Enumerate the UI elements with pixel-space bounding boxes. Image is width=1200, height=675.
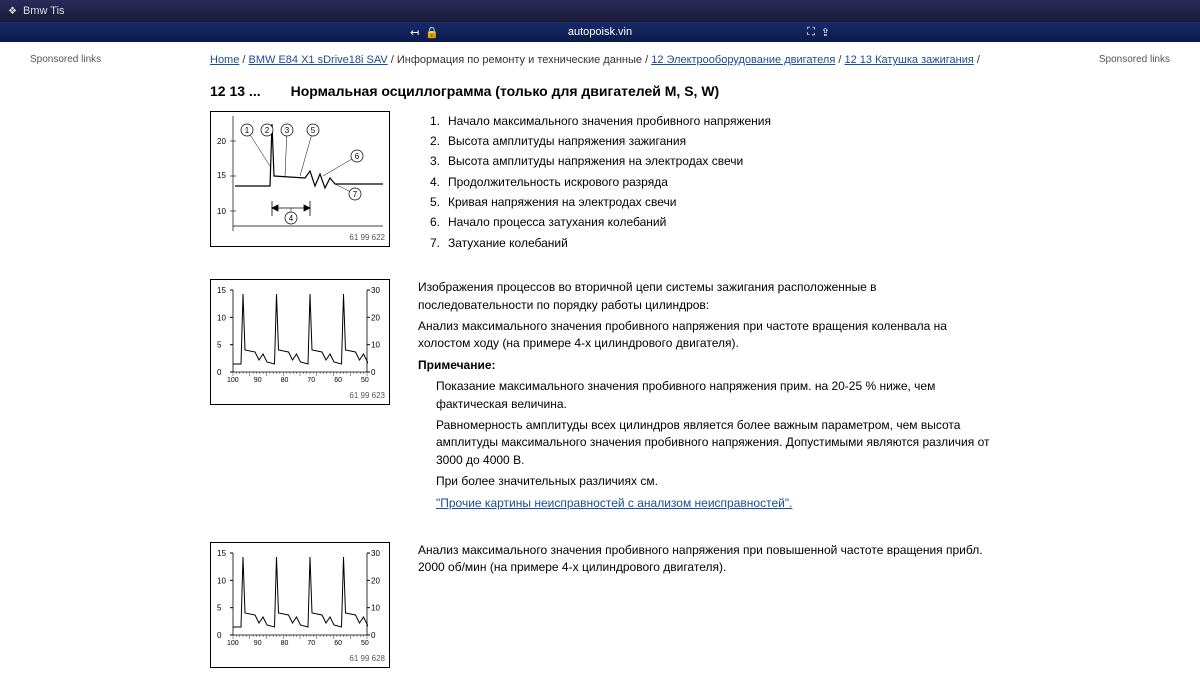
diagram-2000rpm-parade: 15105030201001009080706050 61 99 628 [210, 542, 390, 668]
section2-text: Изображения процессов во вторичной цепи … [418, 279, 990, 516]
yl-10: 10 [217, 314, 226, 323]
yr-10: 10 [371, 604, 380, 613]
callout-2: 2 [265, 126, 270, 135]
yr-20: 20 [371, 314, 380, 323]
yr-20: 20 [371, 576, 380, 585]
breadcrumb-sep: / [239, 54, 248, 66]
s3-p1: Анализ максимального значения пробивного… [418, 542, 990, 577]
ytick-20: 20 [217, 137, 226, 146]
xl-50: 50 [361, 377, 369, 384]
breadcrumb-sep: / [642, 54, 651, 66]
legend-item: 2.Высота амплитуды напряжения зажигания [418, 131, 771, 151]
yr-10: 10 [371, 341, 380, 350]
breadcrumb-item[interactable]: BMW E84 X1 sDrive18i SAV [249, 54, 388, 66]
yl-15: 15 [217, 549, 226, 558]
page-title: 12 13 ... Нормальная осциллограмма (толь… [210, 83, 990, 99]
legend-item: 1.Начало максимального значения пробивно… [418, 111, 771, 131]
ytick-10: 10 [217, 207, 226, 216]
legend-item: 4.Продолжительность искрового разряда [418, 172, 771, 192]
app-icon: ❖ [8, 6, 17, 17]
xl-80: 80 [281, 640, 289, 647]
yr-30: 30 [371, 549, 380, 558]
window-titlebar: ❖ Bmw Tis [0, 0, 1200, 22]
breadcrumb: Home / BMW E84 X1 sDrive18i SAV / Информ… [210, 52, 990, 69]
section-single-waveform: 20 15 10 [210, 111, 990, 254]
section-number: 12 13 ... [210, 83, 261, 99]
s2-b2: Равномерность амплитуды всех цилиндров я… [436, 417, 990, 469]
main-content: Home / BMW E84 X1 sDrive18i SAV / Информ… [210, 50, 990, 675]
breadcrumb-item[interactable]: Home [210, 54, 239, 66]
parade-svg: 15105030201001009080706050 [215, 547, 385, 652]
section-2000rpm-parade: 15105030201001009080706050 61 99 628 Ана… [210, 542, 990, 668]
parade-svg: 15105030201001009080706050 [215, 284, 385, 389]
note-label: Примечание: [418, 357, 990, 374]
xl-100: 100 [227, 377, 239, 384]
section-heading: Нормальная осциллограмма (только для дви… [291, 83, 720, 99]
xl-60: 60 [334, 640, 342, 647]
ytick-15: 15 [217, 171, 226, 180]
xl-70: 70 [307, 377, 315, 384]
sponsored-links-left[interactable]: Sponsored links [30, 54, 101, 65]
xl-90: 90 [254, 377, 262, 384]
yl-5: 5 [217, 604, 222, 613]
xl-70: 70 [307, 640, 315, 647]
legend-item: 7.Затухание колебаний [418, 233, 771, 253]
diagram-ref: 61 99 622 [215, 233, 385, 242]
yr-0: 0 [371, 631, 376, 640]
s2-b3: При более значительных различиях см. [436, 473, 990, 490]
legend-list: 1.Начало максимального значения пробивно… [418, 111, 771, 254]
reader-icon[interactable]: ⛶ [807, 26, 815, 39]
section3-text: Анализ максимального значения пробивного… [418, 542, 990, 581]
back-icon[interactable]: ↤ [410, 26, 419, 39]
callout-1: 1 [245, 126, 250, 135]
callout-5: 5 [311, 126, 316, 135]
s2-p1: Изображения процессов во вторичной цепи … [418, 279, 990, 314]
s2-b1: Показание максимального значения пробивн… [436, 378, 990, 413]
app-title: Bmw Tis [23, 5, 65, 17]
legend-item: 6.Начало процесса затухания колебаний [418, 212, 771, 232]
xl-90: 90 [254, 640, 262, 647]
xl-50: 50 [361, 640, 369, 647]
page-body: Sponsored links Sponsored links Home / B… [0, 42, 1200, 675]
yl-0: 0 [217, 368, 222, 377]
section-idle-parade: 15105030201001009080706050 61 99 623 Изо… [210, 279, 990, 516]
callout-6: 6 [355, 152, 360, 161]
callout-7: 7 [353, 190, 358, 199]
legend-item: 3.Высота амплитуды напряжения на электро… [418, 151, 771, 171]
xl-60: 60 [334, 377, 342, 384]
fault-patterns-link[interactable]: "Прочие картины неисправностей с анализо… [436, 496, 792, 510]
breadcrumb-item[interactable]: 12 Электрооборудование двигателя [651, 54, 835, 66]
breadcrumb-item: Информация по ремонту и технические данн… [397, 54, 642, 66]
sponsored-links-right[interactable]: Sponsored links [1099, 54, 1170, 65]
legend-item: 5.Кривая напряжения на электродах свечи [418, 192, 771, 212]
yr-0: 0 [371, 368, 376, 377]
lock-icon: 🔒 [425, 26, 439, 39]
breadcrumb-sep: / [388, 54, 397, 66]
yl-5: 5 [217, 341, 222, 350]
diagram-single-waveform: 20 15 10 [210, 111, 390, 247]
breadcrumb-item[interactable]: 12 13 Катушка зажигания [844, 54, 973, 66]
yl-10: 10 [217, 576, 226, 585]
callout-4: 4 [289, 214, 294, 223]
diagram-ref: 61 99 628 [215, 654, 385, 663]
s2-p2: Анализ максимального значения пробивного… [418, 318, 990, 353]
yl-15: 15 [217, 286, 226, 295]
yr-30: 30 [371, 286, 380, 295]
diagram-ref: 61 99 623 [215, 391, 385, 400]
waveform-svg: 20 15 10 [215, 116, 385, 231]
browser-urlbar: ↤ 🔒 autopoisk.vin ⛶ ⇪ [0, 22, 1200, 42]
share-icon[interactable]: ⇪ [821, 26, 830, 39]
yl-0: 0 [217, 631, 222, 640]
callout-3: 3 [285, 126, 290, 135]
diagram-idle-parade: 15105030201001009080706050 61 99 623 [210, 279, 390, 405]
url-text: autopoisk.vin [568, 26, 632, 38]
xl-100: 100 [227, 640, 239, 647]
xl-80: 80 [281, 377, 289, 384]
